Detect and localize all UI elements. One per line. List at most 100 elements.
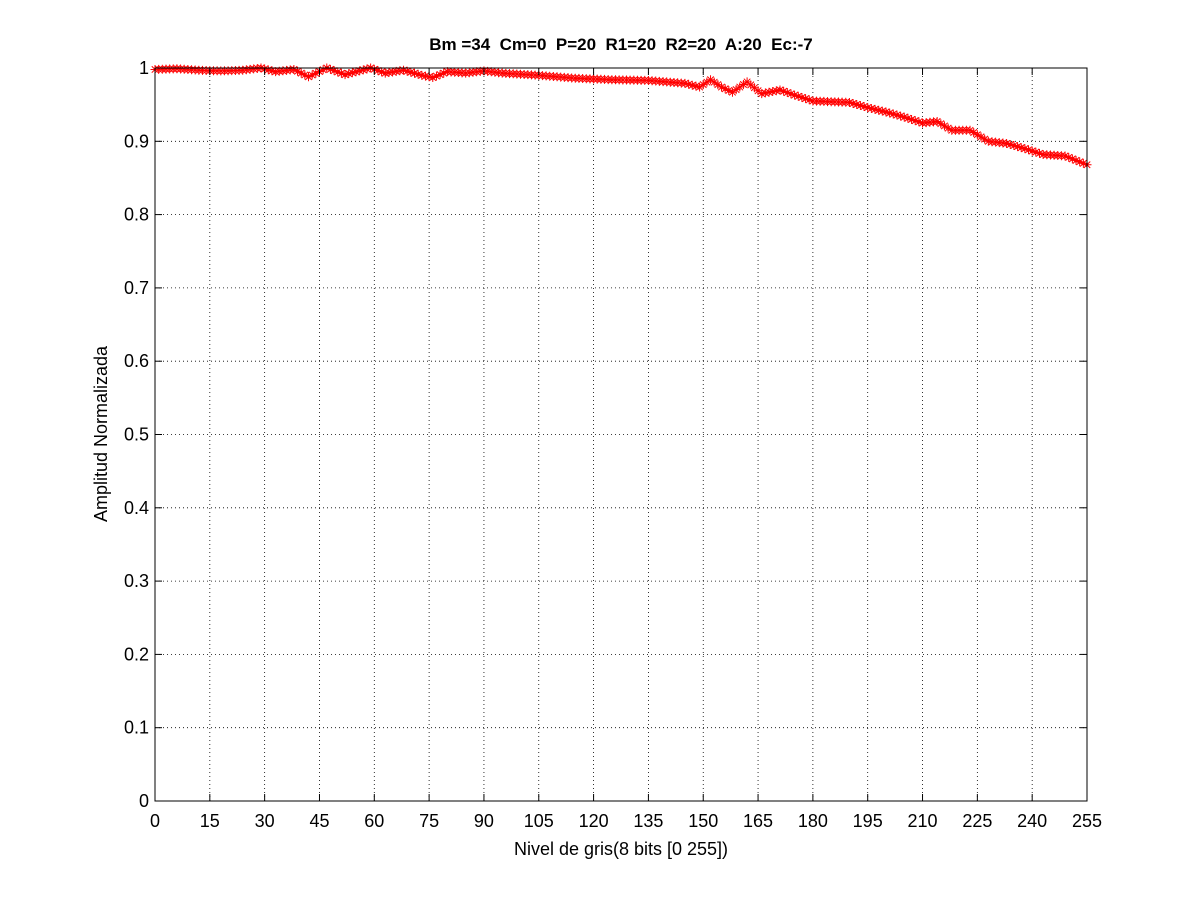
data-point-marker — [877, 106, 887, 116]
data-point-marker — [757, 89, 767, 99]
data-point-marker — [760, 88, 770, 98]
data-point-marker — [1009, 141, 1019, 151]
data-point-marker — [844, 97, 854, 107]
data-point-marker — [863, 103, 873, 113]
data-point-marker — [263, 65, 273, 75]
data-point-marker — [1064, 152, 1074, 162]
data-point-marker — [409, 68, 419, 78]
data-point-marker — [724, 85, 734, 95]
data-point-marker — [1075, 157, 1085, 167]
data-point-marker — [738, 79, 748, 89]
data-point-marker — [1078, 158, 1088, 168]
data-point-marker — [932, 117, 942, 127]
data-point-marker — [428, 73, 438, 83]
y-tick-label: 0.5 — [124, 425, 149, 445]
data-point-marker — [749, 83, 759, 93]
x-tick-label: 225 — [962, 811, 992, 831]
data-point-marker — [1020, 144, 1030, 154]
data-point-marker — [1031, 147, 1041, 157]
data-point-marker — [344, 69, 354, 79]
data-point-marker — [742, 77, 752, 87]
x-tick-label: 0 — [150, 811, 160, 831]
data-point-marker — [333, 67, 343, 77]
data-point-marker — [377, 67, 387, 77]
data-point-marker — [790, 90, 800, 100]
data-point-marker — [1002, 138, 1012, 148]
data-point-marker — [695, 82, 705, 92]
data-point-marker — [888, 109, 898, 119]
data-point-marker — [965, 125, 975, 135]
data-point-marker — [1013, 142, 1023, 152]
data-point-marker — [910, 116, 920, 126]
data-point-marker — [435, 70, 445, 80]
y-tick-label: 0.8 — [124, 205, 149, 225]
data-point-marker — [899, 112, 909, 122]
data-point-marker — [943, 123, 953, 133]
x-tick-label: 180 — [798, 811, 828, 831]
data-point-marker — [406, 67, 416, 77]
data-point-marker — [855, 101, 865, 111]
data-point-marker — [413, 69, 423, 79]
data-point-marker — [424, 72, 434, 82]
data-point-marker — [402, 66, 412, 76]
data-point-marker — [340, 70, 350, 80]
data-point-marker — [417, 70, 427, 80]
data-point-marker — [399, 65, 409, 75]
data-point-marker — [680, 78, 690, 88]
data-point-marker — [1067, 154, 1077, 164]
data-point-marker — [373, 66, 383, 76]
y-tick-label: 0.9 — [124, 131, 149, 151]
x-tick-label: 255 — [1072, 811, 1102, 831]
data-point-marker — [329, 66, 339, 76]
data-point-marker — [706, 75, 716, 85]
data-point-marker — [702, 77, 712, 87]
data-point-marker — [684, 79, 694, 89]
data-point-marker — [797, 92, 807, 102]
data-point-marker — [768, 86, 778, 96]
data-point-marker — [753, 86, 763, 96]
data-point-marker — [771, 86, 781, 96]
data-point-marker — [804, 95, 814, 105]
data-point-marker — [362, 64, 372, 74]
data-point-marker — [866, 103, 876, 113]
y-tick-label: 0.2 — [124, 644, 149, 664]
data-point-marker — [1071, 155, 1081, 165]
data-point-marker — [936, 119, 946, 129]
data-point-marker — [892, 110, 902, 120]
data-point-marker — [296, 68, 306, 78]
y-tick-label: 0.4 — [124, 498, 149, 518]
x-tick-label: 210 — [908, 811, 938, 831]
data-point-marker — [914, 117, 924, 127]
data-point-marker — [717, 82, 727, 92]
data-point-marker — [786, 89, 796, 99]
y-tick-labels: 0 0.1 0.2 0.3 0.4 0.5 0.6 0.7 0.8 0.9 1 — [124, 58, 149, 811]
y-tick-label: 0.1 — [124, 718, 149, 738]
x-tick-label: 45 — [309, 811, 329, 831]
data-point-marker — [903, 113, 913, 123]
data-point-marker — [779, 86, 789, 96]
data-point-marker — [881, 107, 891, 117]
data-point-marker — [713, 80, 723, 90]
data-point-marker — [1027, 146, 1037, 156]
data-point-marker — [420, 71, 430, 81]
data-point-marker — [907, 114, 917, 124]
x-tick-label: 60 — [364, 811, 384, 831]
chart-title: Bm =34 Cm=0 P=20 R1=20 R2=20 A:20 Ec:-7 — [429, 35, 813, 54]
data-point-marker — [735, 82, 745, 92]
data-point-marker — [311, 68, 321, 78]
data-point-marker — [347, 68, 357, 78]
data-point-marker — [896, 111, 906, 121]
data-point-marker — [289, 64, 299, 74]
series-amplitud — [150, 63, 1092, 170]
data-point-marker — [852, 100, 862, 110]
x-tick-label: 105 — [524, 811, 554, 831]
grid-lines — [155, 68, 1087, 801]
data-point-marker — [307, 70, 317, 80]
data-point-marker — [782, 88, 792, 98]
x-tick-label: 15 — [200, 811, 220, 831]
y-axis-title: Amplitud Normalizada — [91, 345, 111, 522]
y-tick-label: 0 — [139, 791, 149, 811]
data-point-marker — [801, 94, 811, 104]
data-point-marker — [848, 98, 858, 108]
